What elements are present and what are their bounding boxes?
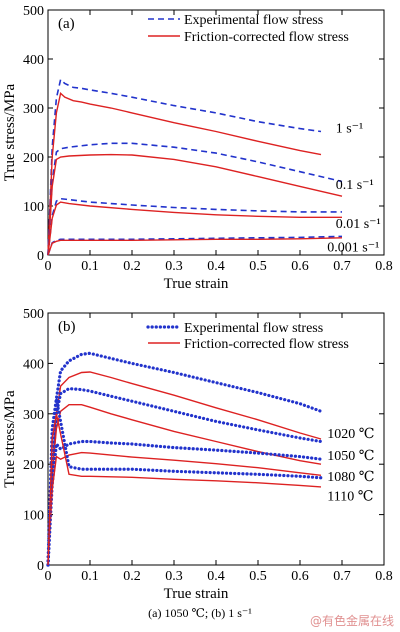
legend-label: Experimental flow stress <box>184 321 323 336</box>
series-line-experimental <box>46 386 323 567</box>
y-tick-label: 100 <box>23 200 44 215</box>
series-annotation: 0.1 s⁻¹ <box>336 178 374 193</box>
y-tick-label: 400 <box>23 53 44 68</box>
plot-frame <box>47 9 385 256</box>
x-axis-label: True strain <box>164 276 229 292</box>
series-line-corrected <box>47 413 322 566</box>
series-annotation: 0.001 s⁻¹ <box>327 241 379 256</box>
x-tick-label: 0.7 <box>333 569 351 584</box>
x-tick-label: 0 <box>45 259 52 274</box>
watermark-text: @有色金属在线 <box>309 614 394 628</box>
series-annotation: 1 s⁻¹ <box>336 122 364 137</box>
y-axis-label: True stress/MPa <box>2 83 18 181</box>
series-line-experimental <box>47 197 342 256</box>
x-tick-label: 0.5 <box>249 259 267 274</box>
series-line-experimental <box>47 78 322 256</box>
x-tick-label: 0.3 <box>165 259 183 274</box>
x-tick-label: 0.6 <box>291 569 309 584</box>
series-line-corrected <box>47 91 322 256</box>
series-line-corrected <box>47 201 342 256</box>
legend-label: Friction-corrected flow stress <box>184 337 349 352</box>
series-annotation: 1110 ℃ <box>327 489 373 504</box>
y-tick-label: 200 <box>23 458 44 473</box>
legend-label: Experimental flow stress <box>184 13 323 28</box>
panel-b-chart: 0 0.1 0.2 0.3 0.4 0.5 0.6 0.7 0.8 0 100 200 300 400 50… <box>2 307 393 602</box>
series-line-experimental <box>47 235 343 256</box>
x-tick-label: 0.1 <box>81 259 99 274</box>
x-tick-label: 0.2 <box>123 259 141 274</box>
x-tick-label: 0.5 <box>249 569 267 584</box>
figure-caption: (a) 1050 ℃; (b) 1 s⁻¹ <box>148 606 252 620</box>
series-line-experimental <box>47 142 343 256</box>
x-tick-label: 0.7 <box>333 259 351 274</box>
series-annotation: 1050 ℃ <box>327 449 374 464</box>
panel-label: (b) <box>58 319 76 335</box>
panel-label: (a) <box>58 16 75 32</box>
x-axis-label: True strain <box>164 586 229 602</box>
x-tick-label: 0.4 <box>207 259 225 274</box>
x-tick-label: 0.6 <box>291 259 309 274</box>
x-tick-label: 0.4 <box>207 569 225 584</box>
y-tick-label: 300 <box>23 408 44 423</box>
y-tick-label: 500 <box>23 307 44 322</box>
y-tick-label: 0 <box>37 249 44 264</box>
x-tick-label: 0.3 <box>165 569 183 584</box>
y-tick-label: 200 <box>23 151 44 166</box>
y-axis-label: True stress/MPa <box>2 390 18 488</box>
series-line-experimental <box>46 439 323 567</box>
legend-label: Friction-corrected flow stress <box>184 30 349 45</box>
series-line-corrected <box>47 404 322 566</box>
series-annotation: 1020 ℃ <box>327 427 374 442</box>
series-line-experimental <box>46 398 323 567</box>
panel-a-chart: 0 0.1 0.2 0.3 0.4 0.5 0.6 0.7 0.8 0 100 200 300 400 50… <box>2 4 393 292</box>
series-annotation: 0.01 s⁻¹ <box>336 217 381 232</box>
x-tick-label: 0 <box>45 569 52 584</box>
x-tick-label: 0.8 <box>375 259 393 274</box>
series-annotation: 1080 ℃ <box>327 470 374 485</box>
y-tick-label: 400 <box>23 357 44 372</box>
x-tick-label: 0.2 <box>123 569 141 584</box>
y-tick-label: 0 <box>37 559 44 574</box>
series-line-corrected <box>47 451 322 566</box>
series-line-corrected <box>47 371 322 566</box>
y-tick-label: 500 <box>23 4 44 19</box>
series-line-experimental <box>46 351 323 567</box>
series-line-corrected <box>47 153 343 256</box>
y-tick-label: 300 <box>23 102 44 117</box>
x-tick-label: 0.1 <box>81 569 99 584</box>
x-tick-label: 0.8 <box>375 569 393 584</box>
series-line-corrected <box>47 237 343 256</box>
y-tick-label: 100 <box>23 509 44 524</box>
